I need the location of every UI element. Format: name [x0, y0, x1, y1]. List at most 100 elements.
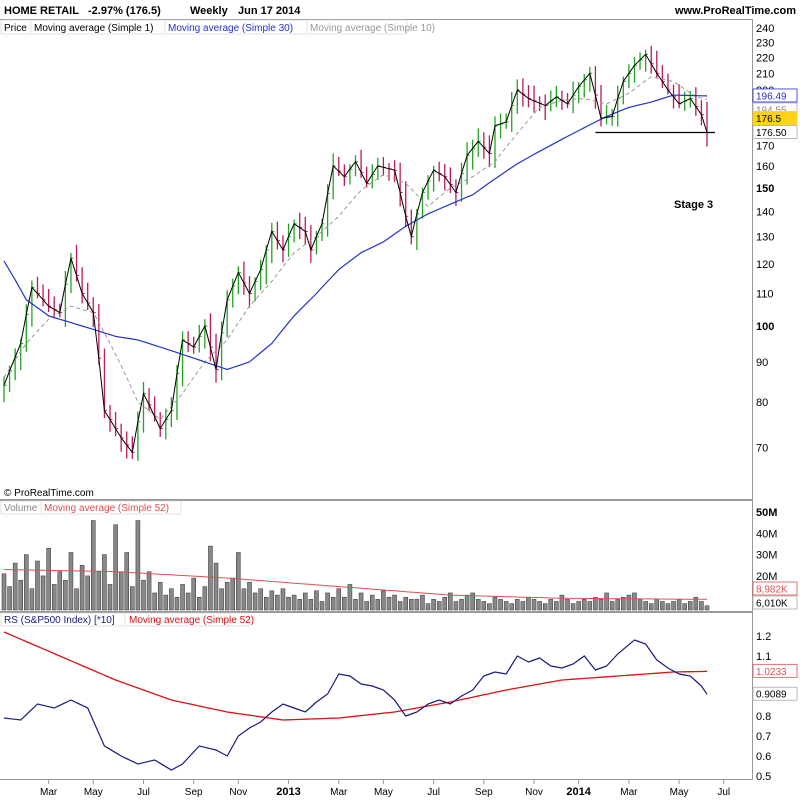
volume-bars [1, 520, 710, 611]
volume-bar [46, 547, 51, 611]
volume-bar [157, 582, 163, 611]
rs-tick-label: 0.5 [756, 771, 771, 783]
value-badge-label: 176.50 [756, 128, 787, 139]
copyright: © ProRealTime.com [4, 488, 94, 499]
volume-bar [392, 594, 397, 611]
volume-bar [531, 599, 537, 611]
x-tick-label: Sep [185, 787, 203, 798]
volume-bar [632, 592, 637, 611]
volume-bar [637, 599, 643, 611]
volume-bar [626, 594, 632, 611]
volume-bar [102, 554, 107, 611]
volume-bar [665, 603, 671, 611]
price-tick-label: 210 [756, 68, 774, 80]
volume-bar [554, 601, 559, 611]
volume-bar [369, 594, 375, 611]
volume-bar [130, 586, 135, 611]
x-tick-label: Jul [717, 787, 730, 798]
volume-bar [403, 596, 408, 611]
x-tick-label: Nov [229, 787, 247, 798]
volume-bar [386, 596, 392, 611]
volume-bar [29, 588, 35, 611]
volume-bar [241, 588, 247, 611]
volume-tick-label: 20M [756, 571, 777, 583]
price-tick-label: 240 [756, 23, 774, 35]
volume-bar [609, 601, 615, 611]
volume-bar [503, 601, 509, 611]
volume-bar [174, 596, 180, 611]
volume-tick-label: 50M [756, 507, 777, 519]
volume-bar [18, 579, 23, 611]
volume-bar [96, 571, 102, 611]
price-candles [3, 45, 710, 461]
price-tick-label: 110 [756, 289, 774, 301]
volume-bar [487, 603, 492, 611]
volume-bar [397, 601, 403, 611]
volume-tick-label: 40M [756, 528, 777, 540]
volume-bar [548, 599, 554, 611]
volume-bar [615, 599, 620, 611]
volume-legend: Volume Moving average (Simple 52) [0, 500, 182, 515]
volume-bar [185, 592, 191, 611]
volume-bar [414, 599, 420, 611]
volume-bar [699, 601, 704, 611]
volume-bar [291, 594, 297, 611]
volume-bar [381, 590, 386, 611]
legend-sma1: Moving average (Simple 1) [34, 23, 154, 34]
value-badge-box [752, 88, 798, 103]
price-tick-label: 220 [756, 52, 774, 64]
close-line [3, 53, 708, 454]
volume-bar [124, 552, 130, 611]
volume-y-axis: 50M 40M 30M 20M [756, 507, 777, 583]
volume-bar [57, 571, 63, 611]
x-tick-label: May [84, 787, 103, 798]
volume-bar [409, 599, 414, 611]
rs-y-axis: 1.2 1.1 0.8 0.7 0.6 0.5 [756, 631, 771, 783]
volume-bar [330, 596, 336, 611]
x-axis: Mar May Jul Sep Nov 2013 Mar May Jul Sep Nov 2014 Ma… [40, 780, 730, 798]
value-badge-label: 196.49 [756, 91, 787, 102]
volume-bar [12, 562, 18, 611]
x-tick-label: Jul [137, 787, 150, 798]
value-badge-label: 0.9089 [756, 690, 787, 701]
volume-bar [51, 584, 57, 611]
volume-bar [364, 601, 369, 611]
x-tick-label: Mar [330, 787, 348, 798]
volume-bar [208, 545, 213, 611]
x-tick-label: Nov [525, 787, 543, 798]
volume-bar [247, 582, 252, 611]
volume-bar [213, 562, 219, 611]
volume-bar [509, 603, 514, 611]
rs-tick-label: 0.8 [756, 711, 771, 723]
x-tick-label: 2013 [276, 786, 300, 798]
volume-bar [425, 603, 431, 611]
volume-bar [353, 599, 358, 611]
volume-bar [654, 599, 660, 611]
price-tick-label: 100 [756, 321, 774, 333]
value-badge-box [752, 686, 798, 701]
rs-tick-label: 1.1 [756, 651, 771, 663]
volume-bar [442, 596, 448, 611]
volume-bar [91, 520, 96, 611]
volume-bar [219, 588, 224, 611]
volume-bar [319, 601, 325, 611]
volume-bar [308, 599, 314, 611]
volume-bar [269, 590, 275, 611]
volume-bar [621, 596, 626, 611]
value-badge-box [752, 595, 798, 610]
chart-title: HOME RETAIL [4, 5, 79, 17]
volume-bar [570, 603, 576, 611]
volume-bar [297, 599, 302, 611]
volume-bar [252, 592, 258, 611]
volume-tick-label: 30M [756, 550, 777, 562]
chart-date: Jun 17 2014 [238, 5, 301, 17]
value-badge-box [752, 125, 798, 139]
volume-bar [448, 592, 453, 611]
value-badge-label: 194.55 [756, 105, 787, 116]
volume-bar [202, 586, 208, 611]
sma10-line [3, 76, 708, 421]
volume-bar [35, 560, 40, 611]
volume-bar [63, 579, 68, 611]
volume-bar [676, 599, 682, 611]
